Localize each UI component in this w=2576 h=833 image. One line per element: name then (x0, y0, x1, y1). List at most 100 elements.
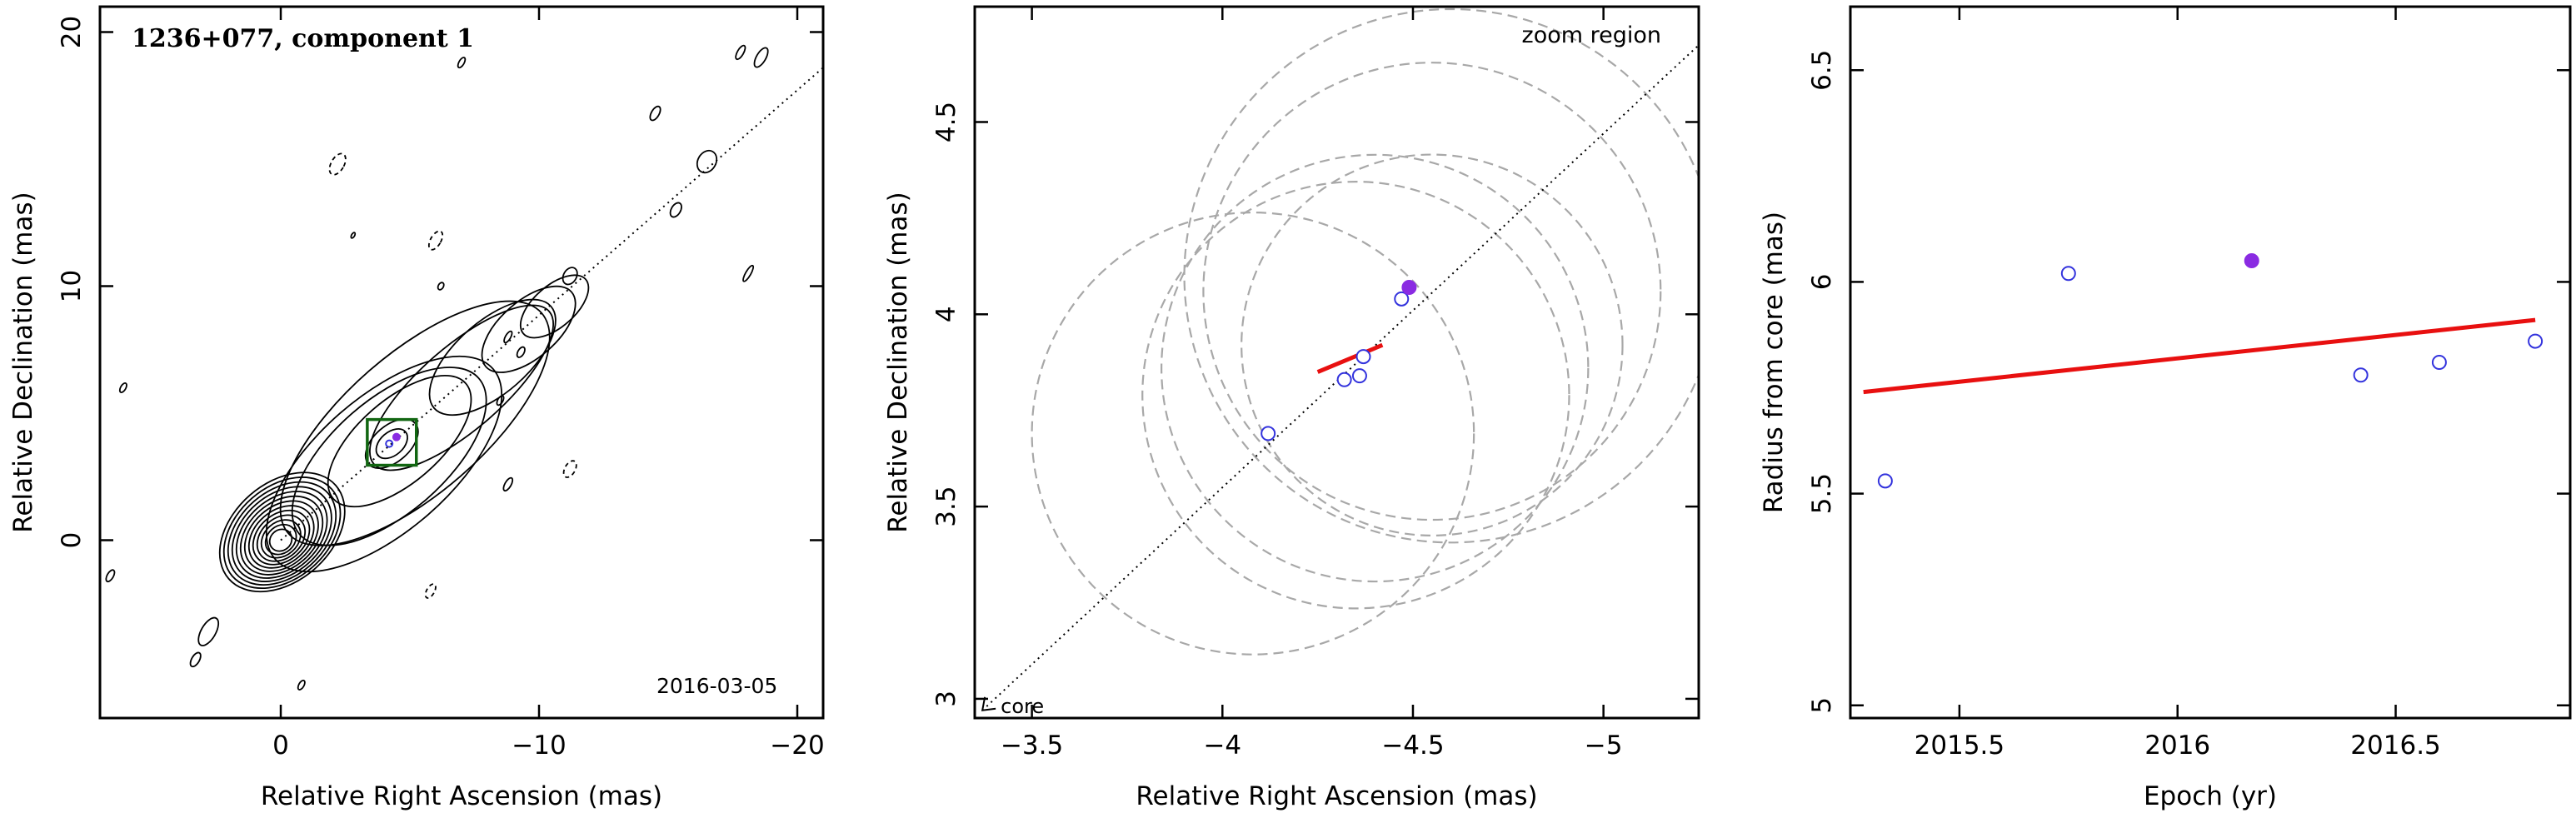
y-tick-label: 5.5 (1807, 473, 1837, 514)
contour-level (239, 495, 324, 576)
x-tick-label: 2016.5 (2350, 731, 2440, 761)
noise-contour (696, 149, 718, 174)
x-tick-label: −4 (1203, 731, 1241, 761)
y-tick-label: 3.5 (931, 486, 961, 526)
jet-contour (279, 300, 551, 546)
noise-contour (669, 202, 682, 218)
contour-level (222, 476, 342, 590)
contour-level (235, 491, 328, 579)
noise-contour (649, 105, 661, 122)
jet-axis-line (280, 67, 823, 541)
contour-level (260, 519, 302, 559)
x-tick-label: 2016 (2144, 731, 2210, 761)
jet-contour (481, 285, 577, 373)
panel1-ticks: 0 −10 −20 0 10 20 (57, 7, 825, 761)
panel-zoom-region: −3.5 −4 −4.5 −5 3 3.5 4 4.5 zoom region core Re… (883, 5, 1700, 811)
contour-level (247, 505, 315, 569)
beam-circle (1161, 153, 1590, 583)
component-point-filled (392, 432, 401, 441)
noise-contour (297, 679, 306, 691)
panel2-title: zoom region (1522, 22, 1661, 48)
panel3-ticks: 2015.5 2016 2016.5 5 5.5 6 6.5 (1807, 7, 2570, 761)
x-tick-label: −20 (770, 731, 824, 761)
y-tick-label: 20 (57, 16, 87, 48)
noise-contour (427, 230, 444, 251)
data-point-filled (2244, 253, 2259, 268)
panel1-title: 1236+077, component 1 (132, 24, 474, 53)
data-point-open (1355, 349, 1371, 365)
beam-circles (1031, 7, 1699, 656)
x-tick-label: −4.5 (1381, 731, 1444, 761)
data-point-open (2353, 367, 2369, 383)
noise-contour (562, 267, 578, 286)
noise-contour (503, 330, 513, 344)
contour-level (231, 486, 332, 582)
panel2-ticks: −3.5 −4 −4.5 −5 3 3.5 4 4.5 (931, 7, 1699, 761)
noise-contour (189, 651, 202, 668)
data-point-open (1877, 473, 1893, 489)
panel2-x-axis-label: Relative Right Ascension (mas) (1136, 781, 1537, 811)
noise-contour (437, 282, 445, 291)
panel2-frame (973, 5, 1700, 720)
data-point-open (1351, 368, 1367, 384)
data-point-open (1261, 426, 1276, 441)
jet-contour (428, 298, 557, 416)
jet-contour (375, 427, 408, 460)
noise-contour (735, 44, 746, 61)
data-point-open (2431, 355, 2447, 370)
beam-circle (1241, 153, 1624, 537)
contour-level (252, 509, 311, 566)
y-tick-label: 6.5 (1807, 50, 1837, 91)
panel3-x-axis-label: Epoch (yr) (2144, 781, 2277, 811)
beam-circle (1183, 7, 1699, 544)
data-point-open (2060, 266, 2076, 282)
jet-contour (265, 355, 503, 573)
data-point-filled (1401, 279, 1417, 295)
noise-contour (502, 476, 514, 492)
noise-contour (118, 382, 127, 393)
contour-level (218, 471, 346, 593)
panel2-core-annotation: core (1001, 695, 1044, 718)
beam-circle (1202, 62, 1662, 521)
panel2-plot-elements (981, 44, 1699, 711)
contour-level (268, 528, 293, 552)
data-point-open (1336, 372, 1352, 387)
y-tick-label: 0 (57, 532, 87, 549)
contour-level (264, 523, 297, 556)
noise-contour (457, 57, 467, 69)
contour-level (227, 481, 337, 586)
panel1-date-label: 2016-03-05 (656, 674, 777, 698)
noise-contour (350, 232, 357, 239)
y-tick-label: 6 (1807, 274, 1837, 291)
data-point-open (2528, 333, 2544, 349)
fit-line (1316, 342, 1384, 374)
jet-contour (519, 274, 590, 339)
component-point-open (385, 439, 394, 448)
x-tick-label: 2015.5 (1915, 731, 2004, 761)
x-tick-label: −3.5 (1001, 731, 1063, 761)
noise-contour (742, 264, 755, 282)
panel-contour-map: 0 −10 −20 0 10 20 1236+077, component 1 2016-… (8, 5, 825, 811)
noise-contour (328, 152, 347, 176)
x-tick-label: −5 (1585, 731, 1623, 761)
panel1-x-axis-label: Relative Right Ascension (mas) (261, 781, 662, 811)
x-tick-label: 0 (272, 731, 289, 761)
y-tick-label: 4 (931, 306, 961, 322)
core-arrow-head (981, 696, 996, 711)
beam-circle (1141, 181, 1570, 610)
noise-contour (562, 460, 577, 478)
contour-level (256, 514, 307, 562)
y-tick-label: 5 (1807, 697, 1837, 714)
noise-contour (516, 346, 526, 358)
beam-circle (1031, 212, 1475, 656)
panel1-y-axis-label: Relative Declination (mas) (8, 192, 38, 533)
panel1-frame (98, 5, 825, 720)
contour-map (105, 44, 823, 691)
y-tick-label: 3 (931, 691, 961, 707)
jet-contour (327, 374, 472, 508)
fit-line (1863, 317, 2536, 395)
y-tick-label: 10 (57, 270, 87, 302)
data-point-open (1394, 291, 1410, 307)
noise-contour (753, 47, 769, 68)
